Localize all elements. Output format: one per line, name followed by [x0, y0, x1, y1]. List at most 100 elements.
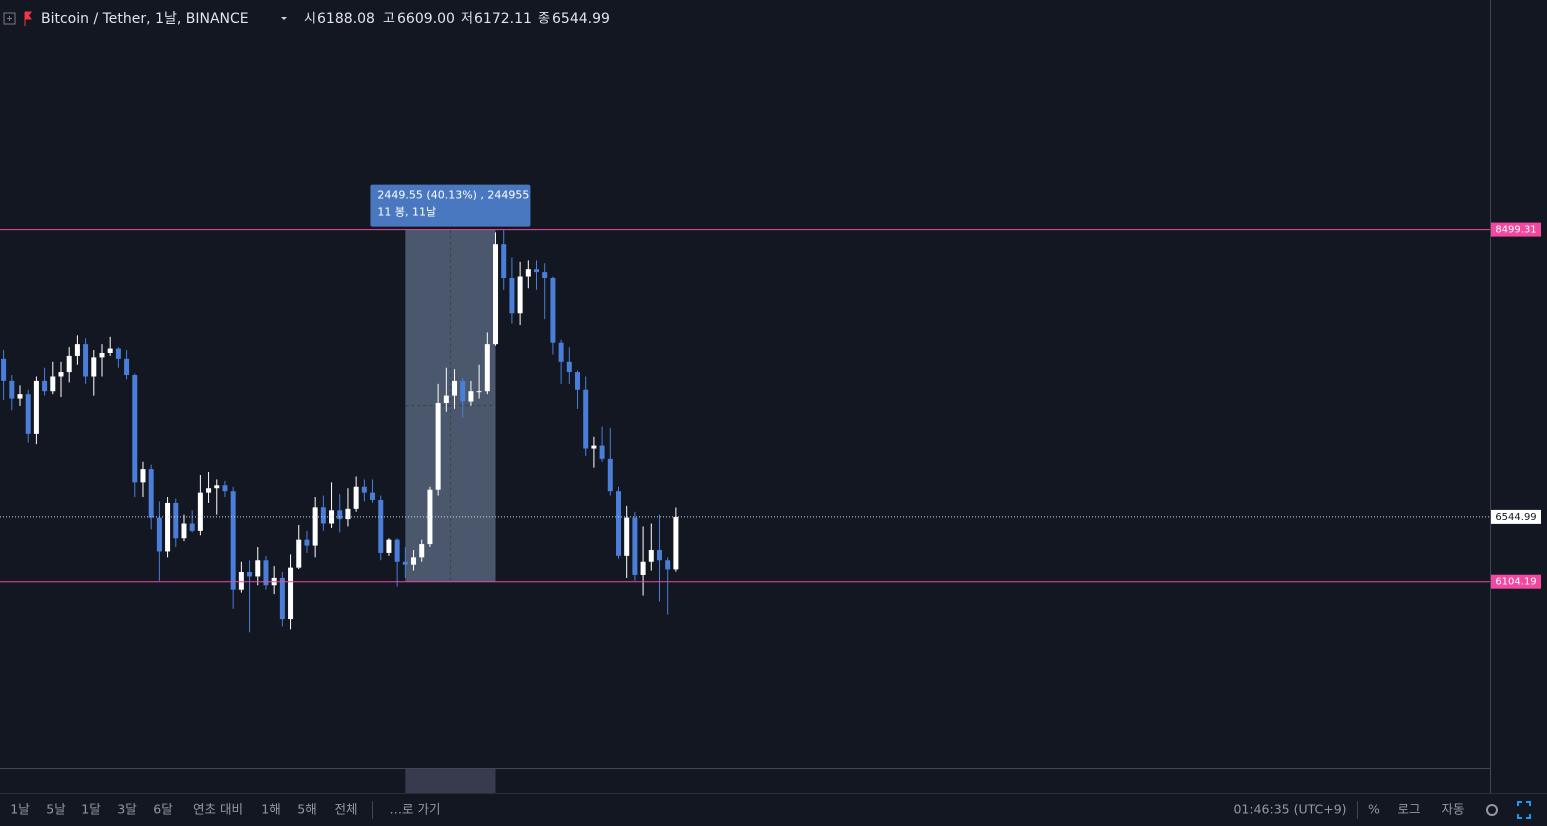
candle-body	[140, 469, 146, 483]
candle-body	[517, 276, 523, 314]
price-label: 6544.99	[1495, 512, 1536, 523]
toolbar: 1날 5날 1달 3달 6달 연초 대비 1해 5해 전체 …로 가기 01:46:35 (UTC+…	[10, 801, 1531, 819]
candle-body	[148, 469, 154, 518]
collapse-icon[interactable]	[3, 12, 16, 25]
candle-body	[288, 567, 294, 620]
candle-body	[99, 352, 105, 358]
fullscreen-icon[interactable]	[1517, 801, 1531, 819]
candle-body	[312, 507, 318, 546]
candle-body	[50, 376, 56, 392]
candle-body	[263, 560, 269, 586]
price-label: 6104.19	[1495, 577, 1536, 588]
candle-body	[132, 375, 138, 483]
collapse-icon-plus	[7, 16, 12, 21]
candle-body	[66, 355, 72, 373]
plot: 2449.55 (40.13%) , 244955 11 봉, 11날	[0, 184, 1490, 633]
candle-body	[124, 358, 130, 376]
candle-body	[525, 269, 531, 277]
goto-button[interactable]: …로 가기	[390, 802, 441, 817]
ohlc-value: 6172.11	[474, 11, 532, 27]
candle-body	[33, 380, 39, 434]
price-label-bg	[1491, 222, 1541, 237]
ohlc-label: 저	[461, 12, 473, 27]
candle-body	[624, 517, 630, 556]
scale-option[interactable]: 자동	[1441, 802, 1464, 817]
candle-body	[370, 492, 376, 500]
measure-label: 2449.55 (40.13%) , 244955	[377, 189, 529, 202]
candle-body	[599, 445, 605, 459]
candle-body	[91, 357, 97, 377]
range-button[interactable]: 1해	[261, 802, 280, 817]
candle-body	[222, 485, 228, 492]
candle-body	[74, 344, 80, 356]
ohlc-label: 종	[538, 12, 550, 27]
candle-body	[394, 539, 400, 562]
candle-body	[648, 549, 654, 562]
candle-body	[214, 485, 220, 489]
candle-body	[615, 491, 621, 556]
candle-body	[550, 278, 556, 343]
ohlc-label: 고	[383, 12, 395, 27]
range-button[interactable]: 1달	[81, 802, 101, 817]
candle-body	[583, 389, 589, 449]
range-button[interactable]: 3달	[117, 802, 137, 817]
range-button[interactable]: 6달	[153, 802, 173, 817]
candle-body	[361, 486, 367, 493]
candle-body	[9, 380, 15, 399]
ohlc-label: 시	[304, 12, 316, 27]
price-label: 8499.31	[1495, 225, 1536, 236]
measure-label: 11 봉, 11날	[377, 206, 436, 219]
candle-body	[452, 380, 458, 396]
range-button[interactable]: 5날	[46, 802, 66, 817]
scale-option[interactable]: %	[1368, 802, 1380, 817]
candle-body	[320, 507, 326, 524]
candle-body	[607, 458, 613, 492]
settings-icon[interactable]	[1486, 804, 1498, 816]
candle-body	[468, 391, 474, 402]
range-button[interactable]: 연초 대비	[193, 802, 243, 817]
candle-body	[42, 380, 48, 392]
ohlc-value: 6188.08	[317, 11, 375, 27]
symbol[interactable]: Bitcoin / Tether, 1날, BINANCE	[41, 11, 249, 27]
candle-body	[337, 510, 343, 520]
header: Bitcoin / Tether, 1날, BINANCE	[3, 11, 287, 27]
candle-body	[181, 523, 187, 539]
header-values: 시 6188.08 고 6609.00 저 6172.11 종 6544.99	[304, 11, 610, 27]
candle-body	[386, 539, 392, 553]
candle-body	[509, 278, 515, 314]
candle-body	[558, 342, 564, 362]
candle-body	[25, 394, 31, 434]
candle-body	[632, 517, 638, 575]
candle-body	[304, 539, 310, 546]
scale-option[interactable]: 로그	[1397, 802, 1420, 817]
candle-body	[566, 361, 572, 373]
candle-body	[484, 344, 490, 392]
candle-body	[673, 516, 679, 570]
candle-body	[542, 272, 548, 279]
price-label-bg	[1491, 509, 1541, 524]
candle-body	[591, 445, 597, 449]
candle-body	[206, 488, 212, 493]
range-button[interactable]: 전체	[334, 802, 357, 817]
candle-body	[419, 544, 425, 558]
candle-body	[665, 560, 671, 570]
candle-body	[197, 492, 203, 531]
range-button[interactable]: 5해	[297, 802, 316, 817]
candle-body	[230, 491, 236, 590]
time-range-highlight	[405, 769, 496, 793]
candle-body	[378, 499, 384, 553]
candle-body	[107, 348, 113, 353]
candle-body	[411, 557, 417, 565]
range-button[interactable]: 1날	[10, 802, 30, 817]
candle-body	[58, 372, 64, 377]
candle-body	[656, 549, 662, 561]
candle-body	[476, 391, 482, 393]
axes: 8499.31 6104.19 6544.99	[405, 222, 1541, 793]
candle-body	[443, 395, 449, 403]
candle-body	[279, 577, 285, 620]
candle-body	[156, 517, 162, 552]
candle-body	[115, 348, 121, 359]
symbol-caret[interactable]	[281, 17, 287, 20]
